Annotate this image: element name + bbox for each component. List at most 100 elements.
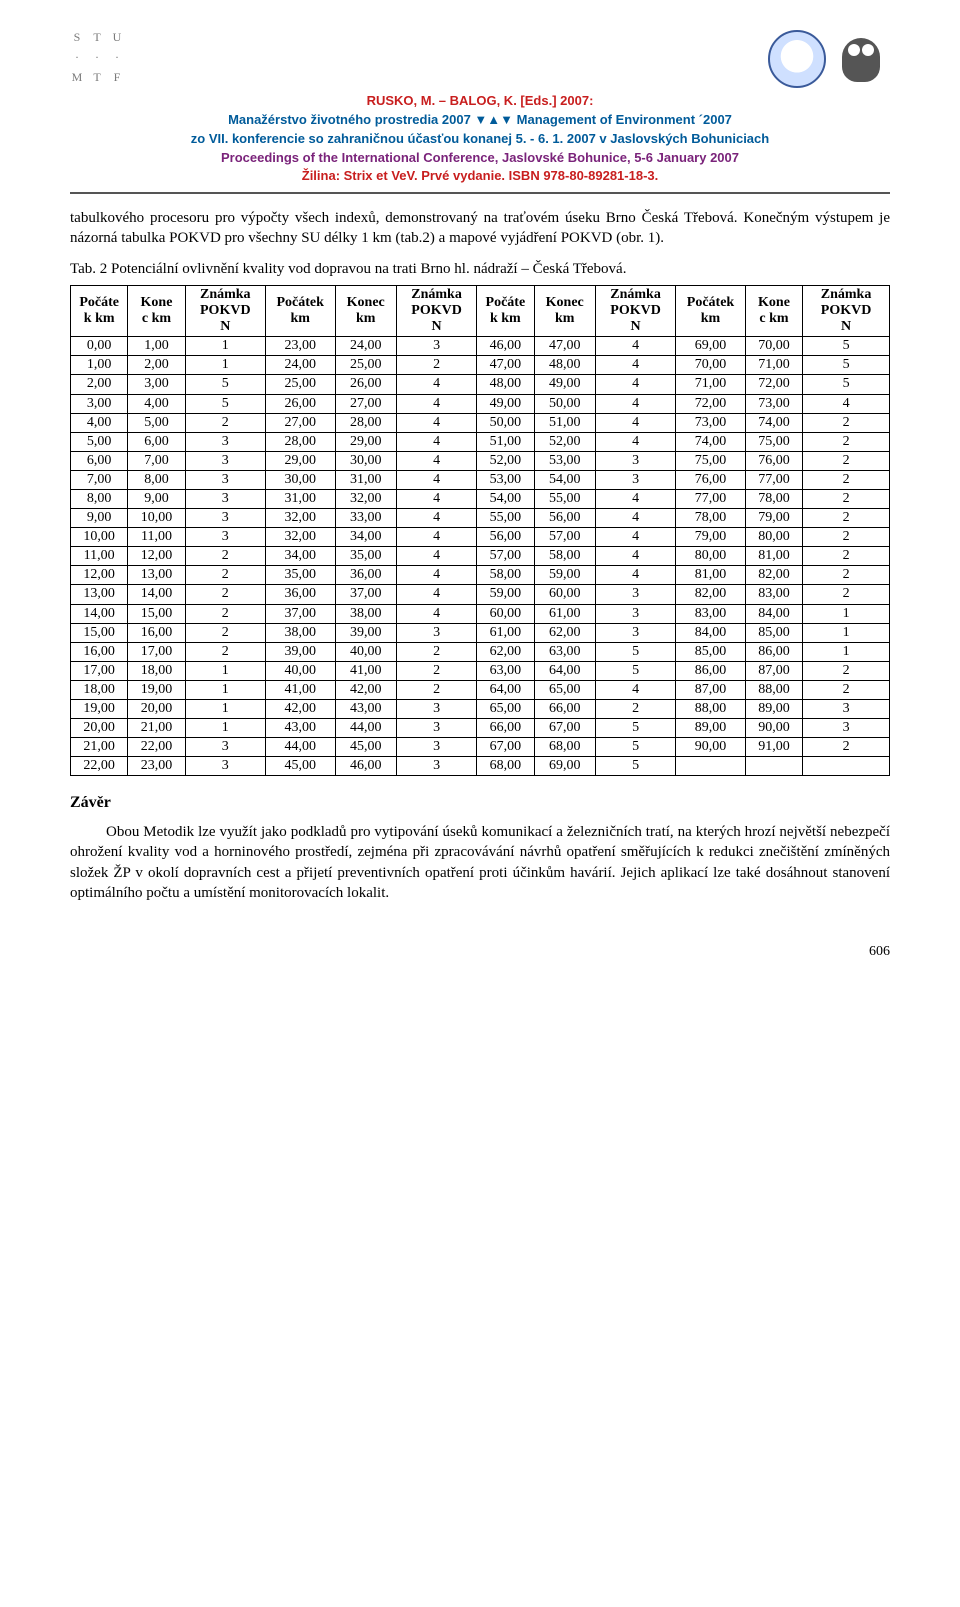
table-cell: 83,00: [745, 585, 802, 604]
table-cell: 46,00: [477, 337, 534, 356]
table-cell: 4: [396, 375, 476, 394]
table-cell: 5: [595, 757, 675, 776]
table-cell: 5: [595, 738, 675, 757]
table-cell: 5: [803, 356, 890, 375]
table-cell: 1,00: [128, 337, 185, 356]
table-row: 1,002,00124,0025,00247,0048,00470,0071,0…: [71, 356, 890, 375]
table-cell: 4: [595, 337, 675, 356]
table-cell: 3: [595, 623, 675, 642]
table-row: 2,003,00525,0026,00448,0049,00471,0072,0…: [71, 375, 890, 394]
table-cell: 62,00: [534, 623, 595, 642]
table-cell: 17,00: [128, 642, 185, 661]
table-cell: 81,00: [676, 566, 746, 585]
table-cell: 25,00: [265, 375, 335, 394]
table-cell: 82,00: [745, 566, 802, 585]
table-column-header: ZnámkaPOKVDN: [396, 285, 476, 336]
table-cell: 65,00: [534, 680, 595, 699]
table-cell: 40,00: [335, 642, 396, 661]
table-cell: 32,00: [265, 528, 335, 547]
table-cell: 1: [803, 623, 890, 642]
table-cell: 2: [185, 604, 265, 623]
table-cell: 4: [396, 432, 476, 451]
table-cell: 3: [595, 585, 675, 604]
table-cell: 4: [595, 375, 675, 394]
table-cell: 3: [185, 738, 265, 757]
table-cell: 71,00: [745, 356, 802, 375]
table-cell: 49,00: [534, 375, 595, 394]
table-cell: 80,00: [745, 528, 802, 547]
logo-cell: T: [90, 30, 104, 44]
table-cell: 4,00: [128, 394, 185, 413]
header-divider: [70, 192, 890, 194]
table-cell: 3: [185, 432, 265, 451]
table-cell: 47,00: [534, 337, 595, 356]
table-cell: 22,00: [71, 757, 128, 776]
table-cell: 36,00: [335, 566, 396, 585]
table-cell: 2: [396, 680, 476, 699]
table-cell: 2: [185, 642, 265, 661]
table-cell: 4: [396, 528, 476, 547]
table-cell: 5: [595, 661, 675, 680]
table-cell: 70,00: [745, 337, 802, 356]
logo-right-badges: [768, 30, 890, 88]
table-cell: 50,00: [534, 394, 595, 413]
table-cell: 40,00: [265, 661, 335, 680]
logo-cell: M: [70, 70, 84, 84]
table-cell: 23,00: [128, 757, 185, 776]
table-cell: 2: [185, 547, 265, 566]
table-cell: 15,00: [71, 623, 128, 642]
table-cell: 47,00: [477, 356, 534, 375]
table-cell: 45,00: [265, 757, 335, 776]
table-cell: 67,00: [477, 738, 534, 757]
table-cell: 90,00: [676, 738, 746, 757]
table-cell: 55,00: [477, 509, 534, 528]
table-cell: 5: [803, 337, 890, 356]
table-cell: 44,00: [265, 738, 335, 757]
table-cell: 72,00: [676, 394, 746, 413]
logo-cell: S: [70, 30, 84, 44]
pokvd-data-table: Počátek kmKonec kmZnámkaPOKVDNPočátekkmK…: [70, 285, 890, 776]
table-cell: 1: [185, 719, 265, 738]
table-cell: 4: [595, 413, 675, 432]
table-cell: 55,00: [534, 490, 595, 509]
table-cell: 42,00: [335, 680, 396, 699]
table-cell: 3: [185, 470, 265, 489]
table-row: 5,006,00328,0029,00451,0052,00474,0075,0…: [71, 432, 890, 451]
table-column-header: Koneckm: [534, 285, 595, 336]
table-cell: 85,00: [745, 623, 802, 642]
table-row: 0,001,00123,0024,00346,0047,00469,0070,0…: [71, 337, 890, 356]
logo-cell: ·: [70, 50, 84, 64]
table-cell: 2: [396, 661, 476, 680]
table-cell: 76,00: [745, 451, 802, 470]
logo-cell: T: [90, 70, 104, 84]
table-column-header: Konec km: [128, 285, 185, 336]
table-cell: 76,00: [676, 470, 746, 489]
table-cell: 16,00: [71, 642, 128, 661]
table-cell: 4: [595, 680, 675, 699]
table-cell: 2: [803, 738, 890, 757]
table-cell: 2,00: [128, 356, 185, 375]
table-cell: 89,00: [745, 700, 802, 719]
table-cell: 48,00: [477, 375, 534, 394]
logo-cell: ·: [110, 50, 124, 64]
table-cell: 2: [803, 585, 890, 604]
table-cell: 4,00: [71, 413, 128, 432]
table-row: 7,008,00330,0031,00453,0054,00376,0077,0…: [71, 470, 890, 489]
table-cell: 46,00: [335, 757, 396, 776]
table-cell: 4: [396, 585, 476, 604]
table-cell: 48,00: [534, 356, 595, 375]
table-cell: 58,00: [534, 547, 595, 566]
table-cell: 56,00: [534, 509, 595, 528]
table-cell: 39,00: [335, 623, 396, 642]
logo-cell: F: [110, 70, 124, 84]
table-cell: 4: [396, 547, 476, 566]
table-cell: 16,00: [128, 623, 185, 642]
table-cell: 3: [595, 470, 675, 489]
table-cell: 69,00: [676, 337, 746, 356]
table-cell: 36,00: [265, 585, 335, 604]
table-cell: 26,00: [335, 375, 396, 394]
table-cell: 27,00: [265, 413, 335, 432]
logo-left-stu-mtf: S T U · · · M T F: [70, 30, 124, 84]
table-cell: 4: [396, 413, 476, 432]
table-row: 6,007,00329,0030,00452,0053,00375,0076,0…: [71, 451, 890, 470]
